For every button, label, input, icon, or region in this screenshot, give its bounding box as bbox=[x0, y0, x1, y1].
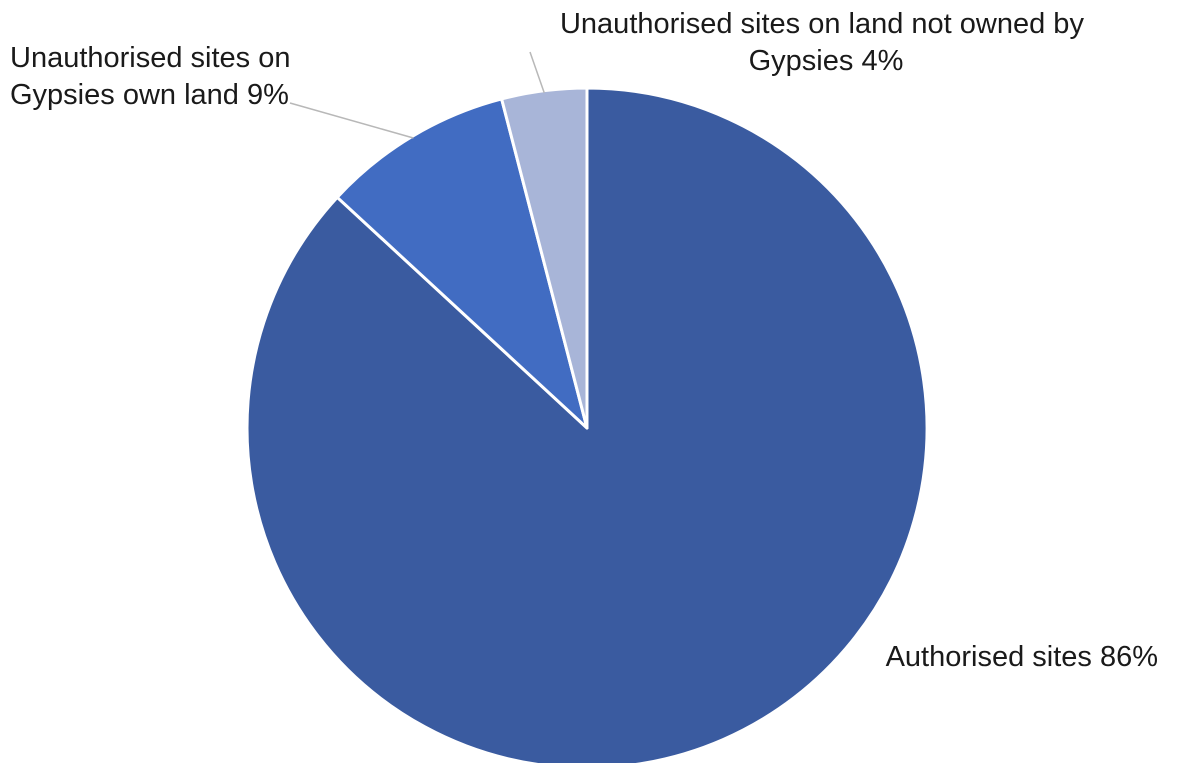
slice-label-unauthorised-own-land: Unauthorised sites on Gypsies own land 9… bbox=[10, 42, 299, 111]
slice-label-authorised: Authorised sites 86% bbox=[886, 641, 1158, 673]
leader-lines bbox=[289, 51, 545, 139]
pie-slices bbox=[245, 86, 929, 763]
pie-slice-unauthorised-own-land bbox=[335, 97, 589, 430]
leader-line-not-owned bbox=[529, 51, 545, 93]
slice-label-unauthorised-not-owned: Unauthorised sites on land not owned by … bbox=[560, 8, 1092, 77]
leader-line-own-land bbox=[289, 102, 414, 139]
